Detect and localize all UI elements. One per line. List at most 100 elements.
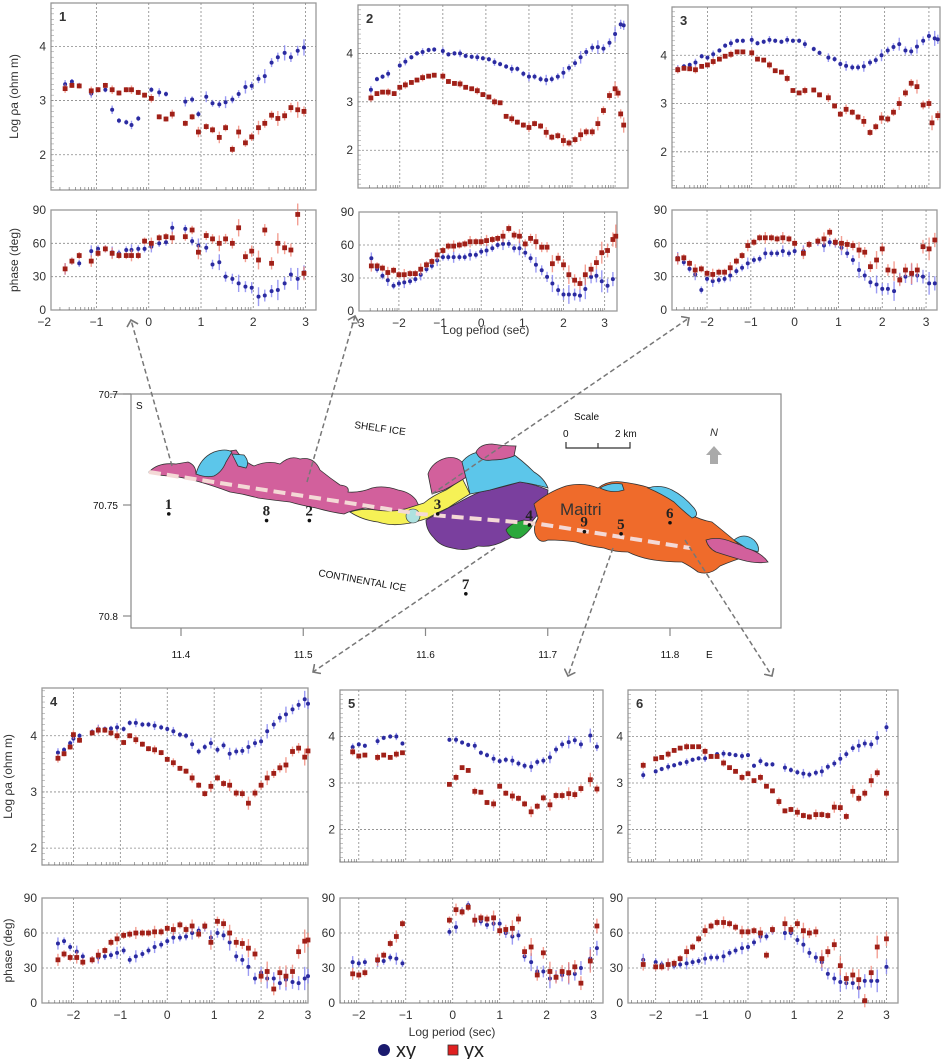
map-lon-hemisphere: E: [706, 650, 713, 661]
panel-6-rho-xy-point: [727, 752, 732, 757]
panel-1-phase-xtick-label: 1: [198, 315, 205, 329]
panel-4-rho-xy-point: [302, 697, 307, 702]
panel-5-phase-xtick-label: 3: [590, 1008, 597, 1022]
panel-2-phase-yx-point: [385, 270, 391, 275]
panel-2-rho-yx-point: [368, 95, 374, 101]
panel-2-phase-yx-point: [457, 242, 462, 248]
panel-3-phase-yx-point: [716, 269, 722, 275]
panel-6-phase-yx-point: [671, 960, 677, 966]
panel-2-phase-yx-point: [522, 241, 528, 247]
panel-4-phase-yx-point: [158, 929, 164, 935]
scale-bar: Scale 0 2 km: [563, 412, 637, 449]
panel-3-rho-yx-point: [734, 49, 740, 55]
panel-3-rho-xy-point: [773, 38, 778, 43]
panel-6-rho-yx-point: [843, 814, 849, 819]
panel-4-rho-yx-point: [202, 791, 208, 797]
panel-5-rho-xy-point: [588, 733, 593, 738]
panel-4-rho-xy-point: [283, 712, 288, 717]
scale-start: 0: [563, 429, 569, 440]
panel-5-rho-yx-point: [516, 795, 521, 801]
panel-3-rho-xy-point: [879, 53, 884, 58]
panel-2-rho-xy-point: [475, 55, 480, 60]
panel-6-phase-xy-point: [764, 934, 769, 939]
panel-5-rho-yx-point: [566, 791, 572, 797]
panel-4-phase-yx-point: [164, 925, 170, 931]
panel-2-rho-yx-point: [526, 125, 532, 130]
panel-3-phase-xy-point: [699, 288, 704, 292]
panel-1-phase-yx-point: [69, 258, 75, 264]
panel-4-rho-xy-point: [152, 723, 157, 728]
panel-5-phase-xy-point: [572, 971, 577, 976]
panel-2-phase-yx-point: [380, 265, 385, 271]
panel-2-rho-yx-point: [503, 113, 509, 119]
panel-1-phase-xy-point: [236, 281, 241, 286]
panel-5-rho-xy-point: [578, 742, 583, 747]
panel-2-phase-xy-point: [440, 255, 445, 260]
panel-5-rho-yx-point: [553, 793, 559, 798]
panel-4-phase-xy-point: [121, 948, 126, 953]
panel-6-phase-xy-point: [696, 959, 701, 963]
panel-2-rho-xy-point: [532, 74, 537, 79]
panel-3-rho-xy-point: [797, 38, 802, 43]
panel-5-rho-yx-point: [375, 755, 380, 760]
panel-4-rho-yx-point: [89, 730, 95, 736]
panel-1-rho-yx-point: [262, 120, 268, 126]
panel-3-rho-xy-point: [909, 49, 914, 54]
panel-1-phase-yx-point: [182, 234, 188, 240]
panel-5-phase-xy-point: [541, 969, 546, 974]
panel-3-phase-yx-point: [681, 255, 687, 261]
panel-1-rho-xy-point: [210, 101, 215, 106]
panel-5-phase-xy-point: [497, 921, 502, 926]
map-axes: 11.4 11.5 11.6 11.7 11.8 E 70.7 70.75 70.8 S: [93, 390, 713, 661]
panel-6-number: 6: [636, 696, 643, 711]
panel-4-phase-ytick-label: 60: [24, 926, 38, 940]
panel-3-phase-yx-point: [839, 240, 844, 246]
panel-6-rho-xy-point: [838, 756, 843, 761]
panel-1-rho-ytick-label: 2: [39, 148, 46, 162]
panel-2-phase-xy-point: [599, 279, 604, 284]
panel-3-phase-xtick-label: 2: [879, 315, 886, 329]
panel-6-rho-xy-point: [770, 762, 775, 767]
panel-1-rho-yx-point: [295, 107, 301, 113]
panel-6-phase-xy-point: [653, 960, 658, 965]
panel-6-rho-yx-point: [764, 783, 769, 789]
panel-3-phase-xtick-label: −2: [700, 315, 714, 329]
panel-1-rho-yx-point: [203, 124, 209, 129]
panel-1-rho-yx-point: [142, 92, 147, 98]
panel-2-phase-xy-point: [501, 241, 506, 246]
panel-2-phase-yx-point: [549, 261, 555, 267]
panel-3-rho-yx-point: [855, 114, 861, 120]
site-2-marker: [307, 518, 312, 523]
panel-5-rho-yx-point: [578, 786, 584, 791]
panel-5-phase-xtick-label: −2: [352, 1008, 366, 1022]
panel-2-phase-yx-point: [517, 233, 522, 239]
panel-2-phase-xtick-label: −3: [351, 316, 365, 330]
panel-1-rho-xy-point: [103, 87, 108, 92]
panel-6-rho-xy-point: [696, 756, 701, 761]
panel-5-rho-xy-point: [594, 744, 599, 749]
panel-6-phase-xy-point: [684, 961, 689, 966]
map-lon-label: 11.7: [538, 650, 557, 661]
panel-3-rho-xy-point: [856, 65, 861, 70]
panel-3-rho-xy-point: [921, 38, 926, 43]
panel-2-phase-xy-point: [545, 274, 550, 279]
panel-6-phase-yx-point: [794, 921, 800, 927]
site-5-marker: [619, 532, 623, 536]
panel-4-phase-yx-point: [196, 931, 202, 937]
panel-6-phase-yx-point: [696, 936, 702, 942]
panel-1-phase-yx-point: [203, 233, 209, 238]
panel-1-rho-yx-point: [269, 112, 274, 118]
panel-2-rho-xy-point: [621, 23, 626, 28]
panel-6-rho-yx-point: [727, 765, 732, 771]
panel-1-phase-yx-point: [262, 227, 268, 233]
panel-2-phase-xy-point: [391, 283, 396, 288]
panel-6-phase-yx-point: [751, 928, 757, 934]
panel-3-rho-xy-point: [735, 38, 740, 43]
panel-1-phase-xy-point: [96, 246, 101, 251]
panel-5-phase-xtick-label: 0: [449, 1008, 456, 1022]
panel-4-phase-xy-point: [140, 952, 145, 956]
panel-1-rho-frame: [50, 2, 317, 191]
panel-3-rho-yx-point: [784, 76, 790, 81]
panel-4-rho-xy-point: [277, 715, 282, 720]
